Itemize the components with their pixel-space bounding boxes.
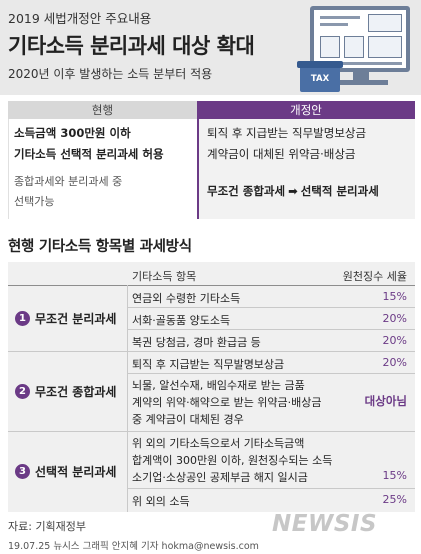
table-row-item: 위 외의 소득 [132, 495, 190, 508]
number-badge: 1 [15, 310, 30, 326]
category-unconditional-combined: 2 무조건 종합과세 [8, 351, 127, 431]
table-row-item: 중 계약금이 대체된 경우 [132, 413, 244, 426]
current-panel: 소득금액 300만원 이하 기타소득 선택적 분리과세 허용 종합과세와 분리과… [8, 119, 197, 219]
table-row-item: 합계액이 300만원 이하, 원천징수되는 소득 [132, 454, 333, 467]
table-row-item: 퇴직 후 지급받는 직무발명보상금 [132, 358, 285, 371]
category-label: 무조건 분리과세 [35, 311, 117, 326]
newsis-logo: NEWSIS [272, 511, 378, 537]
number-badge: 2 [15, 383, 30, 399]
table-row-rate: 15% [382, 469, 407, 482]
tax-method-table: 기타소득 항목 원천징수 세율 1 무조건 분리과세 연금외 수령한 기타소득 … [8, 262, 415, 512]
table-row-rate: 대상아님 [364, 394, 407, 408]
current-line: 기타소득 선택적 분리과세 허용 [14, 147, 164, 161]
column-header-rate: 원천징수 세율 [342, 270, 407, 283]
current-line: 소득금액 300만원 이하 [14, 126, 131, 140]
table-row-item: 소기업·소상공인 공제부금 해지 일시금 [132, 471, 308, 484]
proposed-from: 무조건 종합과세 [207, 184, 286, 198]
table-row-item: 복권 당첨금, 경마 환급금 등 [132, 336, 261, 349]
table-row-rate: 20% [382, 312, 407, 325]
category-unconditional-separate: 1 무조건 분리과세 [8, 285, 127, 351]
proposed-to: 선택적 분리과세 [300, 184, 379, 198]
proposed-line: 퇴직 후 지급받는 직무발명보상금 [207, 126, 367, 140]
column-header-item: 기타소득 항목 [132, 270, 197, 283]
computer-tax-illustration: TAX [297, 2, 421, 95]
category-selective-separate: 3 선택적 분리과세 [8, 431, 127, 512]
tax-box-label: TAX [310, 74, 330, 84]
table-row-item: 서화·골동품 양도소득 [132, 314, 231, 327]
subtitle: 2020년 이후 발생하는 소득 분부터 적용 [8, 67, 213, 81]
proposed-line: 계약금이 대체된 위약금·배상금 [207, 147, 356, 161]
table-row-rate: 20% [382, 334, 407, 347]
arrow-right-icon: ➡ [288, 184, 298, 198]
proposed-panel: 퇴직 후 지급받는 직무발명보상금 계약금이 대체된 위약금·배상금 무조건 종… [197, 119, 415, 219]
table-row-item: 계약의 위약·해약으로 받는 위약금·배상금 [132, 396, 322, 409]
section-title: 현행 기타소득 항목별 과세방식 [8, 239, 192, 255]
supertitle: 2019 세법개정안 주요내용 [8, 11, 152, 26]
table-row-rate: 20% [382, 356, 407, 369]
proposed-header: 개정안 [197, 101, 415, 119]
tax-box-icon: TAX [297, 61, 343, 92]
comparison-table: 현행 개정안 소득금액 300만원 이하 기타소득 선택적 분리과세 허용 종합… [8, 101, 415, 219]
page-title: 기타소득 분리과세 대상 확대 [8, 34, 255, 58]
credit-line: 19.07.25 뉴시스 그래픽 안지혜 기자 hokma@newsis.com [8, 541, 259, 552]
header-banner: 2019 세법개정안 주요내용 기타소득 분리과세 대상 확대 2020년 이후… [0, 0, 421, 95]
table-row-item: 뇌물, 알선수재, 배임수재로 받는 금품 [132, 379, 305, 392]
current-line: 선택가능 [14, 195, 55, 208]
current-header: 현행 [8, 101, 197, 119]
source-note: 자료: 기획재정부 [8, 520, 87, 533]
current-line: 종합과세와 분리과세 중 [14, 175, 123, 188]
table-row-item: 연금외 수령한 기타소득 [132, 292, 241, 305]
table-row-rate: 25% [382, 493, 407, 506]
category-label: 무조건 종합과세 [35, 384, 117, 399]
table-row-rate: 15% [382, 290, 407, 303]
number-badge: 3 [15, 464, 30, 479]
proposed-change: 무조건 종합과세 ➡ 선택적 분리과세 [207, 183, 379, 199]
table-row-item: 위 외의 기타소득으로서 기타소득금액 [132, 437, 305, 450]
category-label: 선택적 분리과세 [35, 465, 117, 479]
